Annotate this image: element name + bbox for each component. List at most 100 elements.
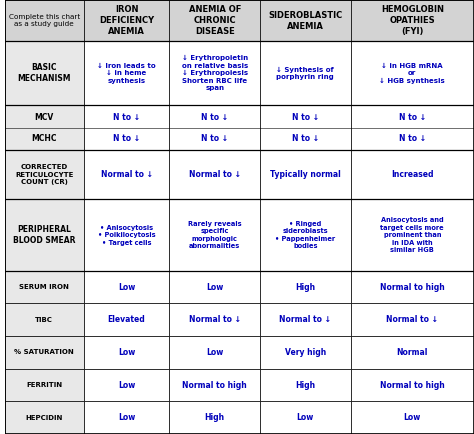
Text: ↓ Synthesis of
porphyrin ring: ↓ Synthesis of porphyrin ring bbox=[276, 66, 334, 80]
Bar bbox=[351, 41, 474, 105]
Bar bbox=[170, 150, 260, 199]
Text: PERIPHERAL
BLOOD SMEAR: PERIPHERAL BLOOD SMEAR bbox=[13, 225, 75, 245]
Text: Low: Low bbox=[118, 413, 135, 422]
Text: Very high: Very high bbox=[285, 348, 326, 357]
Text: Anisocytosis and
target cells more
prominent than
in IDA with
similar HGB: Anisocytosis and target cells more promi… bbox=[381, 217, 444, 253]
Text: Rarely reveals
specific
morphologic
abnormalities: Rarely reveals specific morphologic abno… bbox=[188, 221, 242, 249]
Bar bbox=[5, 0, 83, 41]
Text: FERRITIN: FERRITIN bbox=[26, 382, 62, 388]
Text: High: High bbox=[295, 283, 315, 292]
Text: CORRECTED
RETICULOCYTE
COUNT (CR): CORRECTED RETICULOCYTE COUNT (CR) bbox=[15, 164, 73, 185]
Text: N to ↓: N to ↓ bbox=[292, 135, 319, 144]
Bar bbox=[5, 401, 83, 434]
Bar bbox=[170, 41, 260, 105]
Text: Normal: Normal bbox=[397, 348, 428, 357]
Bar bbox=[351, 369, 474, 401]
Bar bbox=[260, 336, 351, 369]
Text: % SATURATION: % SATURATION bbox=[14, 349, 74, 355]
Bar bbox=[83, 0, 170, 41]
Text: N to ↓: N to ↓ bbox=[399, 135, 426, 144]
Bar bbox=[170, 401, 260, 434]
Text: Normal to ↓: Normal to ↓ bbox=[386, 315, 438, 324]
Text: High: High bbox=[205, 413, 225, 422]
Bar bbox=[351, 271, 474, 303]
Bar bbox=[5, 303, 83, 336]
Bar bbox=[170, 369, 260, 401]
Bar bbox=[5, 271, 83, 303]
Text: MCHC: MCHC bbox=[31, 135, 57, 144]
Text: IRON
DEFICIENCY
ANEMIA: IRON DEFICIENCY ANEMIA bbox=[99, 5, 154, 36]
Text: Normal to ↓: Normal to ↓ bbox=[189, 170, 241, 179]
Text: Low: Low bbox=[206, 348, 223, 357]
Text: N to ↓: N to ↓ bbox=[292, 113, 319, 122]
Bar bbox=[351, 0, 474, 41]
Text: ↓ Erythropoietin
on relative basis
↓ Erythropoiesis
Shorten RBC life
span: ↓ Erythropoietin on relative basis ↓ Ery… bbox=[182, 55, 248, 92]
Bar bbox=[260, 199, 351, 271]
Text: Low: Low bbox=[118, 348, 135, 357]
Text: SIDEROBLASTIC
ANEMIA: SIDEROBLASTIC ANEMIA bbox=[268, 10, 342, 31]
Text: High: High bbox=[295, 381, 315, 390]
Bar bbox=[170, 105, 260, 150]
Text: Normal to high: Normal to high bbox=[380, 283, 445, 292]
Bar bbox=[170, 303, 260, 336]
Bar bbox=[83, 199, 170, 271]
Bar bbox=[170, 271, 260, 303]
Text: Normal to ↓: Normal to ↓ bbox=[189, 315, 241, 324]
Bar bbox=[170, 199, 260, 271]
Text: SERUM IRON: SERUM IRON bbox=[19, 284, 69, 290]
Bar bbox=[83, 369, 170, 401]
Text: Low: Low bbox=[206, 283, 223, 292]
Bar bbox=[83, 150, 170, 199]
Bar bbox=[260, 150, 351, 199]
Bar bbox=[260, 0, 351, 41]
Bar bbox=[5, 150, 83, 199]
Text: Normal to ↓: Normal to ↓ bbox=[100, 170, 153, 179]
Text: Low: Low bbox=[297, 413, 314, 422]
Text: ↓ in HGB mRNA
or
↓ HGB synthesis: ↓ in HGB mRNA or ↓ HGB synthesis bbox=[379, 63, 445, 84]
Bar bbox=[5, 336, 83, 369]
Text: Increased: Increased bbox=[391, 170, 434, 179]
Bar bbox=[83, 401, 170, 434]
Bar bbox=[260, 105, 351, 150]
Text: Normal to high: Normal to high bbox=[380, 381, 445, 390]
Bar bbox=[5, 199, 83, 271]
Bar bbox=[351, 150, 474, 199]
Bar bbox=[83, 336, 170, 369]
Text: N to ↓: N to ↓ bbox=[399, 113, 426, 122]
Bar bbox=[83, 271, 170, 303]
Text: Normal to high: Normal to high bbox=[182, 381, 247, 390]
Text: BASIC
MECHANISM: BASIC MECHANISM bbox=[18, 63, 71, 83]
Bar bbox=[351, 199, 474, 271]
Bar bbox=[260, 271, 351, 303]
Bar bbox=[351, 303, 474, 336]
Text: • Ringed
sideroblasts
• Pappenheimer
bodies: • Ringed sideroblasts • Pappenheimer bod… bbox=[275, 221, 336, 249]
Bar bbox=[351, 401, 474, 434]
Text: HEPCIDIN: HEPCIDIN bbox=[26, 414, 63, 421]
Bar bbox=[170, 0, 260, 41]
Text: TIBC: TIBC bbox=[35, 317, 53, 323]
Text: N to ↓: N to ↓ bbox=[201, 135, 228, 144]
Text: Low: Low bbox=[118, 381, 135, 390]
Text: HEMOGLOBIN
OPATHIES
(FYI): HEMOGLOBIN OPATHIES (FYI) bbox=[381, 5, 444, 36]
Text: N to ↓: N to ↓ bbox=[113, 113, 140, 122]
Text: N to ↓: N to ↓ bbox=[201, 113, 228, 122]
Text: ↓ Iron leads to
↓ in heme
synthesis: ↓ Iron leads to ↓ in heme synthesis bbox=[97, 63, 156, 84]
Text: Typically normal: Typically normal bbox=[270, 170, 341, 179]
Bar bbox=[83, 41, 170, 105]
Bar bbox=[260, 401, 351, 434]
Text: N to ↓: N to ↓ bbox=[113, 135, 140, 144]
Text: Low: Low bbox=[118, 283, 135, 292]
Text: Low: Low bbox=[404, 413, 421, 422]
Bar bbox=[260, 303, 351, 336]
Bar bbox=[83, 105, 170, 150]
Bar bbox=[351, 336, 474, 369]
Bar bbox=[5, 105, 83, 150]
Bar bbox=[5, 369, 83, 401]
Bar bbox=[83, 303, 170, 336]
Bar bbox=[260, 41, 351, 105]
Bar bbox=[5, 41, 83, 105]
Bar bbox=[260, 369, 351, 401]
Bar bbox=[351, 105, 474, 150]
Text: • Anisocytosis
• Poikilocytosis
• Target cells: • Anisocytosis • Poikilocytosis • Target… bbox=[98, 224, 155, 246]
Text: Normal to ↓: Normal to ↓ bbox=[279, 315, 331, 324]
